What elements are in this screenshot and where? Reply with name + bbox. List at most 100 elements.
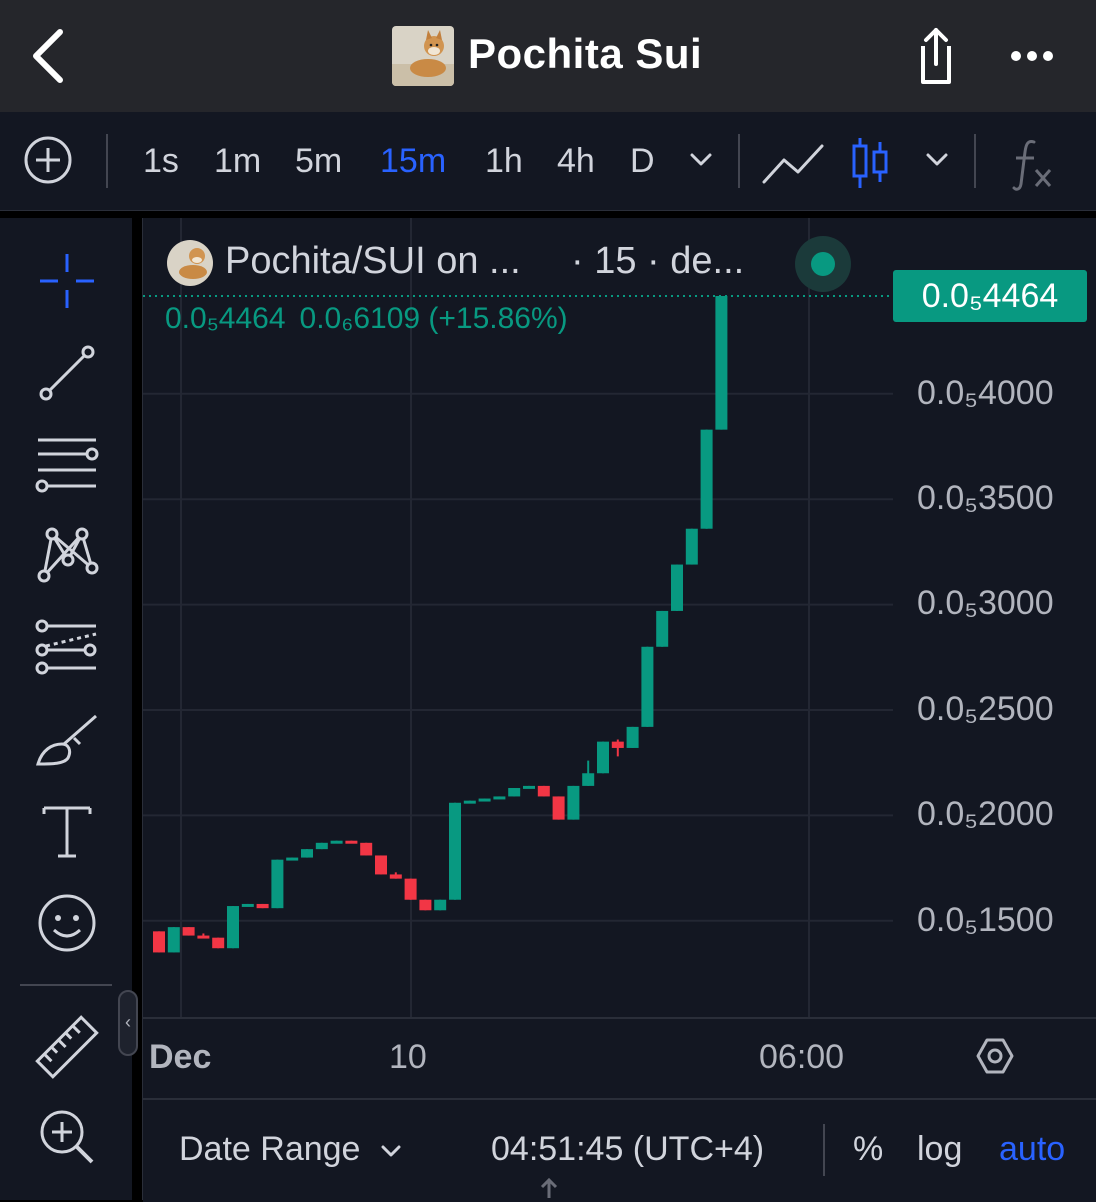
chevron-down-icon[interactable]: [688, 150, 714, 170]
back-button[interactable]: [26, 24, 76, 88]
more-dots-icon: [1011, 51, 1053, 61]
candle-up: [626, 726, 639, 748]
pattern-tool-icon[interactable]: [34, 522, 100, 588]
date-range-label: Date Range: [179, 1130, 361, 1168]
candle-down: [197, 935, 210, 939]
toolbar-collapse-handle[interactable]: ‹: [118, 990, 138, 1056]
time-tick-label: 06:00: [759, 1038, 845, 1076]
chart-toolbar: 1s 1m 5m 15m 1h 4h D: [0, 112, 1096, 211]
share-button[interactable]: [908, 24, 964, 88]
candle-up: [434, 899, 447, 911]
candle-up: [330, 840, 343, 844]
interval-1h[interactable]: 1h: [485, 142, 523, 180]
page-title: Pochita Sui: [468, 30, 703, 77]
interval-4h[interactable]: 4h: [557, 142, 595, 180]
time-tick-label: 10: [389, 1038, 427, 1076]
candle-up: [167, 927, 180, 953]
zoom-in-icon[interactable]: [34, 1104, 100, 1170]
candle-up: [567, 785, 580, 820]
candle-down: [404, 878, 417, 900]
dog-avatar-icon: [167, 240, 213, 286]
chevron-down-icon: [381, 1145, 401, 1157]
candle-up: [286, 857, 299, 861]
candle-up: [656, 610, 669, 647]
date-range-button[interactable]: Date Range: [179, 1130, 402, 1169]
price-tick-label: 0.0₅1500: [917, 901, 1054, 939]
candle-down: [212, 937, 225, 949]
candlestick-plot[interactable]: [143, 218, 1096, 1098]
candle-up: [582, 773, 595, 786]
toolbar-divider: [974, 134, 976, 188]
function-fx-icon[interactable]: [1010, 136, 1056, 192]
candle-up: [241, 903, 254, 907]
candle-up: [523, 785, 535, 789]
legend-interval: · 15 · de...: [571, 240, 745, 282]
share-icon: [921, 28, 951, 84]
current-price-label: 0.0₅4464: [893, 270, 1087, 322]
chevron-left-icon: [33, 29, 63, 83]
percent-scale-toggle[interactable]: %: [853, 1130, 884, 1168]
chevron-down-icon[interactable]: [924, 150, 950, 170]
interval-5m[interactable]: 5m: [295, 142, 343, 180]
candles-chart-icon[interactable]: [848, 134, 892, 192]
candle-down: [611, 741, 624, 748]
candle-down: [537, 785, 550, 797]
fib-retracement-icon[interactable]: [34, 430, 100, 496]
legend-values: 0.0₅4464 0.0₆6109 (+15.86%): [165, 302, 582, 336]
trend-line-icon[interactable]: [34, 340, 100, 406]
candle-up: [597, 741, 609, 774]
crosshair-icon[interactable]: [34, 248, 100, 314]
arrow-up-icon[interactable]: [537, 1176, 561, 1198]
clock-timezone[interactable]: 04:51:45 (UTC+4): [491, 1130, 765, 1168]
candle-up: [715, 296, 728, 430]
status-dot: [811, 252, 835, 276]
candle-down: [375, 855, 387, 875]
token-avatar: [392, 26, 454, 86]
bottom-divider: [823, 1124, 825, 1176]
candle-up: [508, 788, 521, 797]
interval-15m[interactable]: 15m: [380, 142, 447, 180]
log-scale-toggle[interactable]: log: [917, 1130, 963, 1168]
candle-up: [315, 842, 328, 850]
add-indicator-button[interactable]: [22, 134, 74, 186]
market-status-indicator[interactable]: [795, 236, 851, 292]
candle-up: [671, 564, 683, 611]
brush-icon[interactable]: [34, 708, 100, 774]
candle-down: [360, 842, 373, 856]
candle-up: [301, 849, 313, 858]
candle-down: [345, 840, 358, 844]
candle-down: [419, 899, 432, 911]
interval-1s[interactable]: 1s: [143, 142, 179, 180]
legend-symbol[interactable]: Pochita/SUI on ...: [225, 240, 521, 282]
candle-down: [256, 903, 269, 909]
interval-d[interactable]: D: [630, 142, 655, 180]
candle-down: [389, 874, 402, 879]
legend-last-value: 0.0₅4464: [165, 302, 286, 335]
drawing-toolbar: [0, 218, 132, 1200]
dog-avatar-icon: [392, 26, 454, 86]
candle-up: [478, 798, 491, 802]
header-bar: Pochita Sui: [0, 0, 1096, 112]
chart-pane[interactable]: Pochita/SUI on ... · 15 · de... 0.0₅4464…: [142, 218, 1096, 1202]
candle-up: [493, 796, 506, 800]
candle-up: [271, 859, 284, 909]
line-chart-icon[interactable]: [760, 138, 826, 188]
price-tick-label: 0.0₅3500: [917, 479, 1054, 517]
axis-settings-icon[interactable]: [975, 1036, 1015, 1076]
legend-avatar: [167, 240, 213, 286]
more-options-button[interactable]: [1004, 36, 1060, 76]
price-tick-label: 0.0₅3000: [917, 584, 1054, 622]
toolbar-divider: [106, 134, 108, 188]
ruler-icon[interactable]: [34, 1014, 100, 1080]
plus-circle-icon: [24, 136, 72, 184]
text-tool-icon[interactable]: [34, 798, 100, 864]
interval-1m[interactable]: 1m: [214, 142, 262, 180]
auto-scale-toggle[interactable]: auto: [999, 1130, 1066, 1168]
candle-up: [463, 800, 476, 804]
emoji-icon[interactable]: [34, 890, 100, 956]
forecasting-tool-icon[interactable]: [34, 614, 100, 680]
candle-down: [182, 927, 195, 936]
price-tick-label: 0.0₅4000: [917, 374, 1054, 412]
candle-up: [449, 802, 461, 900]
price-tick-label: 0.0₅2500: [917, 690, 1054, 728]
